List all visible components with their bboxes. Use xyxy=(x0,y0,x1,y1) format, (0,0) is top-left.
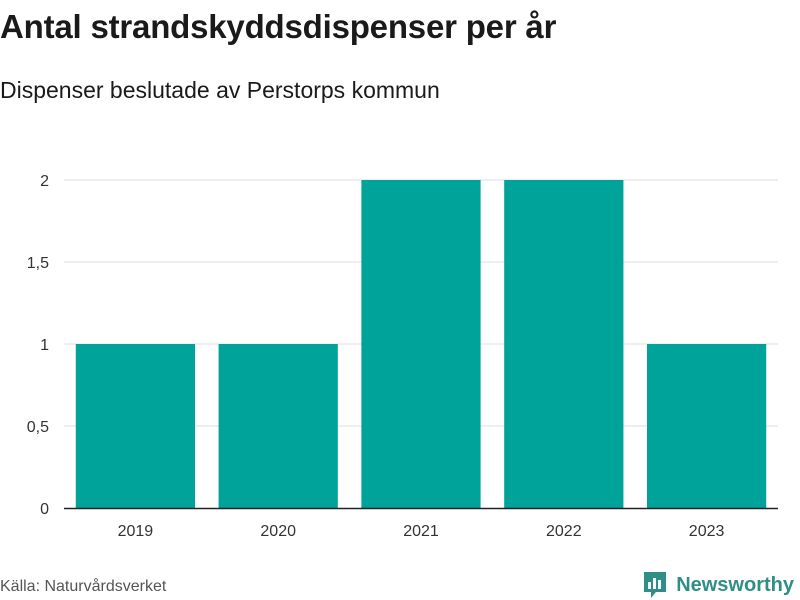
chart-subtitle: Dispenser beslutade av Perstorps kommun xyxy=(0,77,440,103)
y-tick-label: 1,5 xyxy=(27,255,49,272)
x-axis-ticks: 2019 2020 2021 2022 2023 xyxy=(118,523,725,540)
x-tick-label: 2020 xyxy=(260,523,296,540)
brand-logo: Newsworthy xyxy=(642,570,794,600)
brand-name: Newsworthy xyxy=(676,573,794,596)
y-tick-label: 1 xyxy=(40,337,49,354)
x-tick-label: 2019 xyxy=(118,523,154,540)
bar-2023 xyxy=(646,344,767,508)
bar-2022 xyxy=(504,180,624,508)
x-tick-label: 2022 xyxy=(546,523,582,540)
bar-2019 xyxy=(75,344,196,508)
x-tick-label: 2023 xyxy=(689,523,725,540)
y-tick-label: 0,5 xyxy=(27,419,49,436)
bar-2020 xyxy=(218,344,338,508)
bar-chart: 0 0,5 1 1,5 2 2019 2020 2021 2022 2023 xyxy=(27,173,778,540)
x-tick-label: 2021 xyxy=(403,523,439,540)
y-tick-label: 0 xyxy=(40,501,49,518)
source-note: Källa: Naturvårdsverket xyxy=(0,578,167,595)
y-axis-ticks: 0 0,5 1 1,5 2 xyxy=(27,173,49,518)
bars xyxy=(75,180,767,508)
bar-2021 xyxy=(361,180,481,508)
y-tick-label: 2 xyxy=(40,173,49,190)
bar-chart-logo-icon xyxy=(644,572,667,598)
chart-title: Antal strandskyddsdispenser per år xyxy=(0,8,557,45)
